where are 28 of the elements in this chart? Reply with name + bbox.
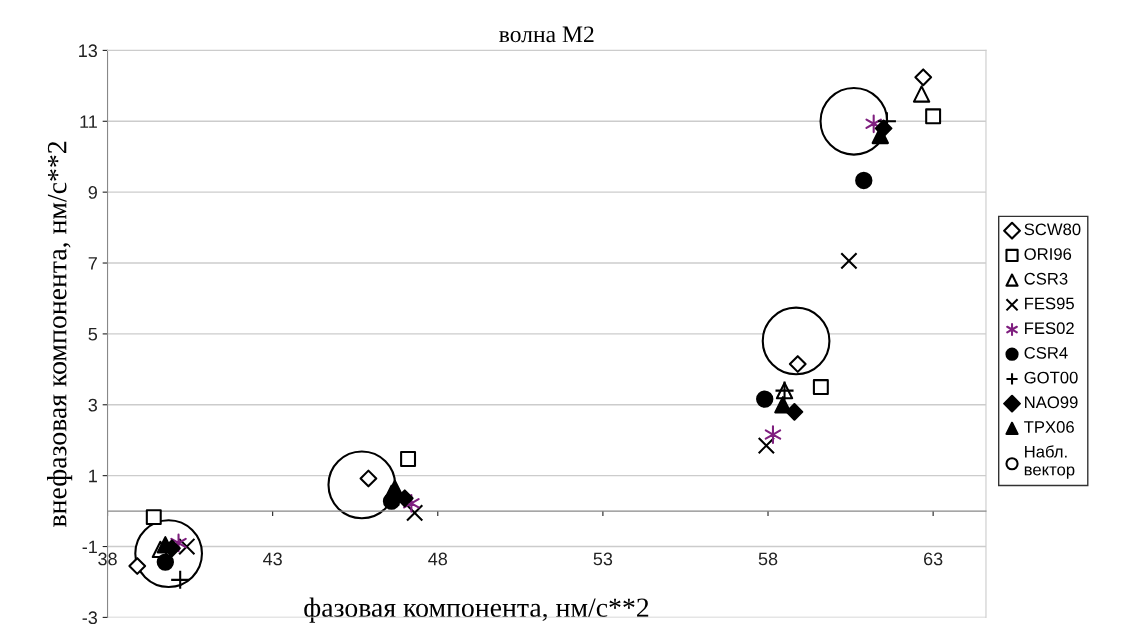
legend-label: GOT00 [1024,371,1078,384]
x-tick-label: 48 [428,552,448,566]
x-axis-title: фазовая компонента, нм/с**2 [304,597,649,623]
y-tick-label: 9 [88,186,97,199]
y-axis-title: внефазовая компонента, нм/с**2 [46,141,73,527]
x-tick-label: 63 [924,552,943,566]
legend-label: NAO99 [1025,396,1078,409]
y-tick-label: 5 [88,328,98,341]
legend-label: SCW80 [1024,223,1081,236]
y-tick-label: -3 [82,611,98,625]
legend-label: TPX06 [1024,421,1074,433]
legend-label: FES02 [1025,322,1074,335]
chart-title: волна M2 [499,26,594,43]
y-tick-label: 7 [88,257,97,270]
x-tick-label: 43 [263,552,282,566]
x-tick-label: 38 [98,552,117,566]
y-tick-label: 11 [80,115,97,128]
y-tick-label: 3 [88,398,98,412]
y-tick-label: 13 [79,44,98,58]
legend-label: ORI96 [1024,248,1072,260]
y-tick-label: 1 [89,469,97,483]
legend-label: Набл. вектор [1024,445,1075,479]
legend-label: CSR3 [1024,272,1068,285]
x-tick-label: 58 [758,552,778,566]
x-tick-label: 53 [593,552,613,566]
legend-label: CSR4 [1024,346,1068,359]
legend-label: FES95 [1025,297,1074,310]
y-tick-label: -1 [82,540,97,554]
